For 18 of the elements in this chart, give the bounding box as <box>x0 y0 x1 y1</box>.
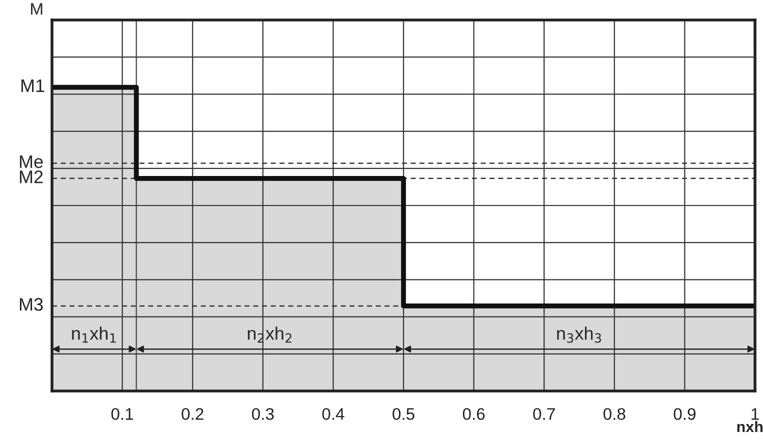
x-tick-label: 0.9 <box>674 408 696 420</box>
x-tick-label: 0.4 <box>322 408 344 420</box>
annotation: n$_{1}$xh$_{1}$ <box>72 326 116 343</box>
x-tick-label: 0.8 <box>603 408 626 420</box>
ref-line-label: M2 <box>20 170 43 184</box>
x-tick-label: 1 <box>752 408 759 420</box>
x-tick-label: 0.6 <box>462 408 485 420</box>
x-tick-label: 0.5 <box>392 408 414 420</box>
annotation: n$_{3}$xh$_{3}$ <box>557 326 601 343</box>
ref-line-label: M3 <box>20 298 43 311</box>
x-tick-label: 0.3 <box>252 408 274 420</box>
x-tick-label: 0.2 <box>182 408 204 420</box>
x-axis-title: nxh <box>737 420 762 432</box>
annotation: M1 <box>21 80 44 92</box>
x-tick-label: 0.7 <box>533 408 555 420</box>
ref-line-label: Me <box>20 155 43 168</box>
y-axis-title: M <box>31 3 42 15</box>
x-tick-label: 0.1 <box>111 408 134 420</box>
